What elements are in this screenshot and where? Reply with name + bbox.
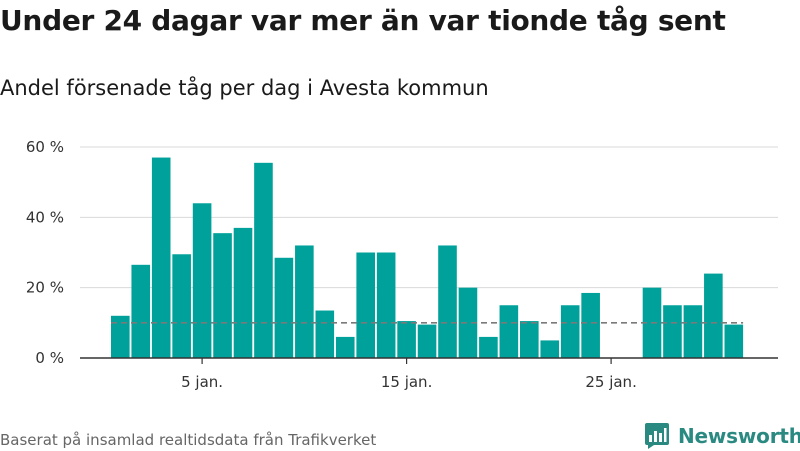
bar: [704, 273, 723, 358]
y-tick-label: 20 %: [26, 279, 64, 297]
bar: [479, 336, 498, 358]
bar: [499, 305, 519, 358]
bar: [213, 233, 232, 358]
y-tick-label: 0 %: [35, 349, 64, 367]
x-tick-label: 5 jan.: [181, 373, 223, 391]
source-note: Baserat på insamlad realtidsdata från Tr…: [0, 431, 377, 449]
bar: [540, 340, 560, 358]
brand-logo: Newsworthy: [644, 421, 800, 451]
bar: [438, 245, 457, 358]
x-tick-label: 15 jan.: [381, 373, 433, 391]
bar: [520, 321, 539, 358]
bar: [335, 336, 355, 358]
brand-name: Newsworthy: [678, 424, 800, 448]
bar-chart: 0 % 20 % 40 % 60 % 5 jan. 15 jan. 25 jan.: [26, 138, 778, 391]
bar: [724, 324, 744, 358]
bar: [417, 324, 437, 358]
bar: [458, 287, 478, 358]
bar: [315, 310, 335, 358]
bar: [254, 162, 273, 358]
y-tick-label: 60 %: [26, 138, 64, 156]
bar: [397, 321, 416, 358]
axes: 0 % 20 % 40 % 60 % 5 jan. 15 jan. 25 jan.: [26, 138, 778, 391]
bar: [663, 305, 682, 358]
chart-subtitle: Andel försenade tåg per dag i Avesta kom…: [0, 76, 489, 100]
bar: [560, 305, 580, 358]
bar: [274, 257, 294, 358]
x-tick-label: 25 jan.: [585, 373, 637, 391]
bars: [111, 157, 744, 358]
bar: [111, 315, 130, 358]
bar: [192, 203, 212, 358]
bar: [172, 254, 191, 358]
bar: [233, 227, 253, 358]
bar: [131, 264, 151, 358]
bar: [376, 252, 396, 358]
bar: [151, 157, 171, 358]
bar: [683, 305, 703, 358]
bar: [295, 245, 314, 358]
bar: [581, 292, 600, 358]
newsworthy-logo-icon: [645, 423, 669, 449]
bar: [356, 252, 375, 358]
chart-title: Under 24 dagar var mer än var tionde tåg…: [0, 4, 726, 37]
y-tick-label: 40 %: [26, 208, 64, 226]
